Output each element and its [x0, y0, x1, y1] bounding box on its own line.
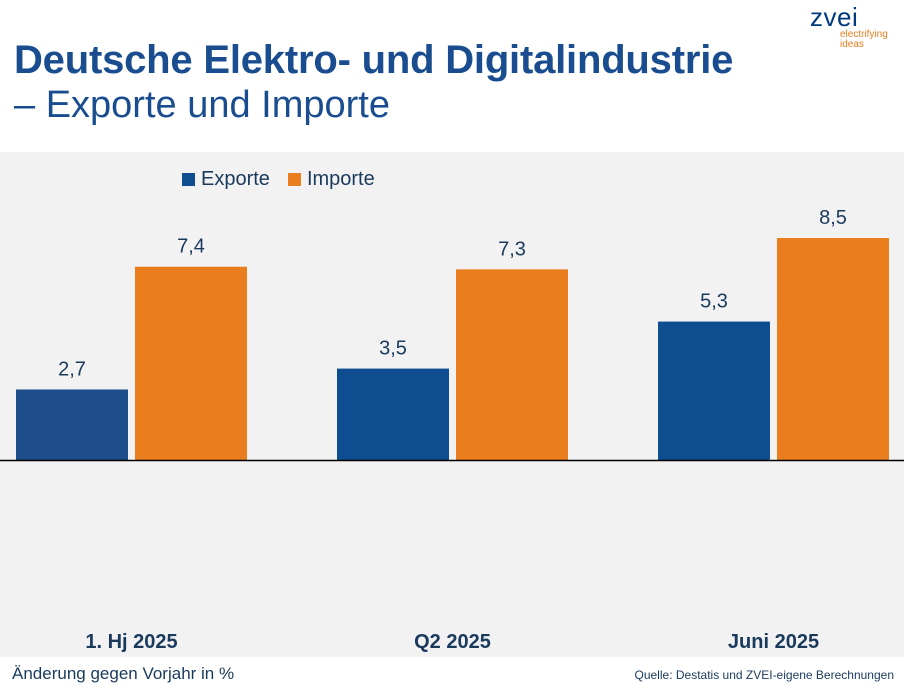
bar-exporte-3 [658, 321, 770, 460]
page-title: Deutsche Elektro- und Digitalindustrie [14, 38, 734, 82]
category-label-2: Q2 2025 [414, 631, 491, 653]
data-label-exporte-1: 2,7 [58, 358, 86, 380]
source-note: Quelle: Destatis und ZVEI-eigene Berechn… [634, 668, 895, 682]
page-subtitle: – Exporte und Importe [14, 84, 390, 126]
logo-tagline-1: electrifying [840, 29, 888, 40]
legend-swatch-importe [287, 173, 301, 186]
bar-importe-2 [456, 269, 568, 460]
bar-exporte-1 [16, 389, 128, 460]
category-label-1: 1. Hj 2025 [85, 631, 177, 653]
data-label-exporte-3: 5,3 [700, 291, 728, 313]
legend-item-exporte: Exporte [182, 168, 270, 191]
chart-legend: Exporte Importe [182, 168, 393, 191]
bar-importe-3 [777, 238, 889, 460]
logo-word: zvei [810, 2, 859, 32]
data-label-importe-3: 8,5 [819, 207, 847, 229]
logo-tagline-2: ideas [840, 39, 864, 50]
legend-label-importe: Importe [306, 168, 375, 190]
data-label-exporte-2: 3,5 [379, 338, 407, 360]
bar-exporte-2 [337, 368, 449, 460]
bar-importe-1 [135, 266, 247, 460]
category-label-3: Juni 2025 [728, 631, 819, 653]
legend-swatch-exporte [182, 173, 195, 186]
unit-note: Änderung gegen Vorjahr in % [12, 664, 235, 683]
zvei-logo: zvei electrifying ideas [810, 2, 888, 50]
data-label-importe-1: 7,4 [177, 236, 205, 258]
legend-item-importe: Importe [287, 168, 375, 191]
legend-label-exporte: Exporte [201, 168, 270, 190]
data-label-importe-2: 7,3 [498, 238, 526, 260]
